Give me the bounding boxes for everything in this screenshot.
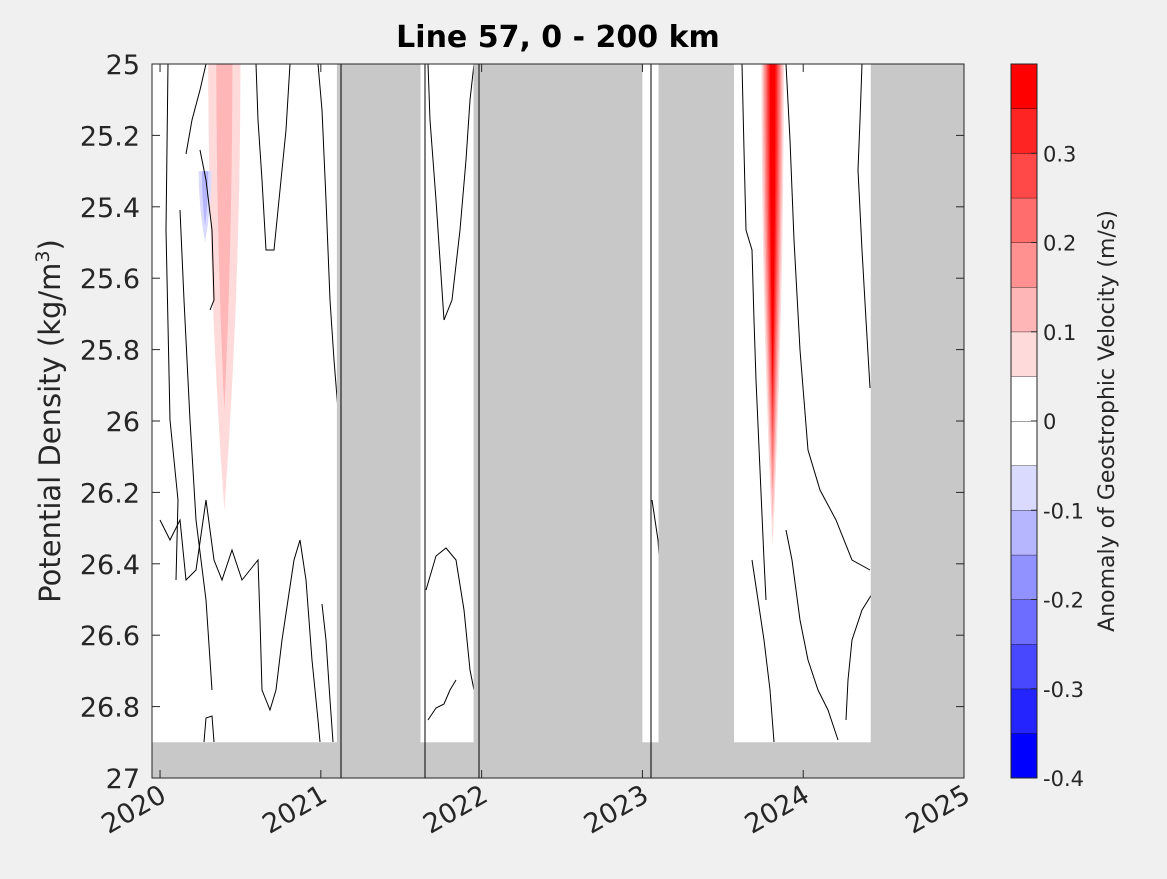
colorbar-tick-label: 0.3 <box>1043 142 1076 166</box>
y-axis: 25 25.2 25.4 25.6 25.8 26 26.2 26.4 26.6 26.8 27 <box>80 50 964 795</box>
contour-line <box>741 64 767 601</box>
contour-line <box>857 64 871 389</box>
y-tick-label: 26.2 <box>80 478 140 509</box>
x-tick-label: 2024 <box>740 779 815 840</box>
y-axis-label: Potential Density (kg/m3) <box>32 239 67 603</box>
colorbar <box>1011 63 1037 778</box>
contour-line <box>199 149 215 311</box>
colorbar-swatch <box>1011 197 1037 243</box>
colorbar-label: Anomaly of Geostrophic Velocity (m/s) <box>1095 210 1120 632</box>
colorbar-ticks: -0.4 -0.3 -0.2 -0.1 0 0.1 0.2 0.3 <box>1031 142 1084 791</box>
y-tick-label: 26.4 <box>80 550 140 581</box>
y-tick-label: 25.2 <box>80 121 140 152</box>
no-data-region <box>658 64 735 778</box>
contour-line <box>203 715 215 743</box>
y-tick-label: 25.6 <box>80 264 140 295</box>
colorbar-swatch <box>1011 242 1037 288</box>
colorbar-swatch <box>1011 64 1037 109</box>
y-tick-label: 26 <box>106 407 140 438</box>
colorbar-swatch <box>1011 465 1037 511</box>
contour-line <box>165 64 179 581</box>
contour-line <box>785 64 871 571</box>
no-data-mask <box>152 64 964 778</box>
y-axis-label-close: ) <box>33 239 67 250</box>
colorbar-swatch <box>1011 644 1037 689</box>
no-data-region <box>870 64 964 778</box>
colorbar-tick-label: -0.3 <box>1043 678 1084 702</box>
no-data-region <box>336 64 421 778</box>
colorbar-swatch <box>1011 510 1037 555</box>
colorbar-swatch <box>1011 287 1037 332</box>
segment-boundaries <box>340 64 652 778</box>
contour-line <box>179 209 213 691</box>
x-tick-label: 2023 <box>579 779 654 840</box>
contour-line <box>255 64 291 251</box>
colorbar-swatch <box>1011 108 1037 154</box>
anomaly-fill <box>216 64 233 410</box>
y-tick-label: 26.6 <box>80 621 140 652</box>
colorbar-swatch <box>1011 599 1037 645</box>
contour-line <box>427 64 475 321</box>
contour-line <box>425 547 475 691</box>
x-tick-label: 2021 <box>257 779 332 840</box>
colorbar-tick-label: -0.4 <box>1043 767 1084 791</box>
y-tick-label: 27 <box>106 764 140 795</box>
y-tick-label: 25 <box>106 50 140 81</box>
anomaly-fill <box>771 64 775 357</box>
y-tick-label: 25.4 <box>80 193 140 224</box>
colorbar-tick-label: -0.1 <box>1043 499 1084 523</box>
contour-line <box>751 559 775 743</box>
colorbar-swatch <box>1011 153 1037 198</box>
x-tick-label: 2022 <box>418 779 493 840</box>
colorbar-tick-label: 0.1 <box>1043 321 1076 345</box>
no-data-bottom <box>152 742 964 778</box>
y-tick-label: 26.8 <box>80 693 140 724</box>
colorbar-swatch <box>1011 376 1037 421</box>
y-axis-label-main: Potential Density (kg/m <box>33 263 67 603</box>
contour-line <box>785 529 839 741</box>
x-tick-label: 2025 <box>900 779 975 840</box>
no-data-region <box>473 64 643 778</box>
colorbar-swatch <box>1011 733 1037 778</box>
colorbar-tick-label: 0 <box>1043 410 1056 434</box>
contour-line <box>321 603 334 743</box>
colorbar-swatch <box>1011 554 1037 600</box>
plot-area <box>152 64 964 778</box>
y-tick-label: 25.8 <box>80 336 140 367</box>
y-axis-label-superscript: 3 <box>32 250 54 262</box>
contour-line <box>159 499 321 743</box>
contour-line <box>427 679 457 721</box>
chart-title: Line 57, 0 - 200 km <box>396 20 720 55</box>
contour-line <box>185 64 207 155</box>
colorbar-swatch <box>1011 688 1037 734</box>
colorbar-swatch <box>1011 421 1037 466</box>
colorbar-swatch <box>1011 331 1037 377</box>
anomaly-fill-layer <box>198 64 784 546</box>
colorbar-tick-label: -0.2 <box>1043 589 1084 613</box>
colorbar-tick-label: 0.2 <box>1043 232 1076 256</box>
